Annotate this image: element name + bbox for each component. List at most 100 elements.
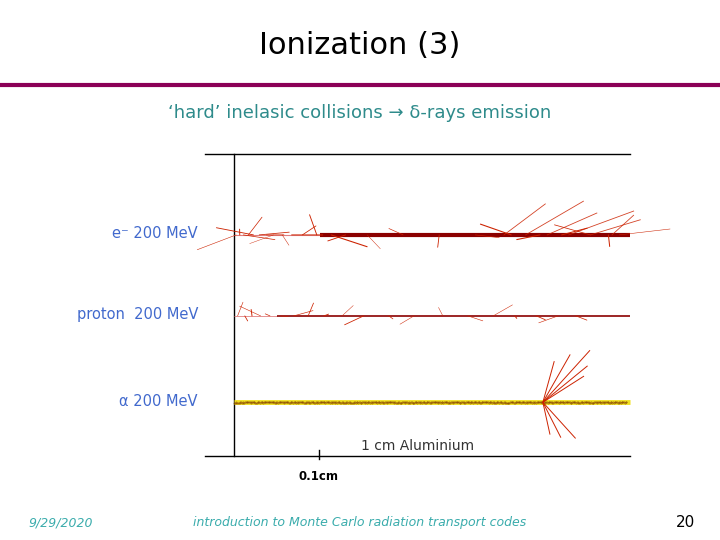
Point (302, 398, 313, 407)
Point (544, 397, 555, 406)
Point (600, 398, 612, 407)
Point (305, 398, 317, 407)
Point (303, 399, 315, 407)
Point (394, 399, 405, 407)
Point (538, 397, 549, 406)
Point (498, 399, 509, 407)
Point (282, 398, 294, 407)
Point (294, 398, 305, 407)
Point (438, 399, 449, 407)
Point (510, 397, 522, 406)
Point (377, 399, 388, 407)
Point (492, 398, 504, 407)
Point (509, 399, 521, 407)
Point (503, 399, 514, 407)
Point (524, 398, 536, 407)
Point (511, 398, 523, 407)
Point (351, 397, 362, 406)
Point (597, 398, 608, 407)
Point (532, 398, 544, 407)
Point (577, 398, 588, 407)
Point (621, 398, 632, 407)
Point (313, 399, 325, 407)
Point (535, 398, 546, 407)
Point (238, 399, 249, 407)
Point (323, 398, 334, 407)
Point (273, 398, 284, 407)
Point (261, 398, 272, 407)
Point (238, 399, 250, 407)
Point (433, 398, 444, 407)
Point (332, 397, 343, 406)
Point (229, 398, 240, 407)
Text: α 200 MeV: α 200 MeV (120, 394, 198, 409)
Point (426, 397, 438, 406)
Point (320, 399, 331, 407)
Point (506, 398, 518, 407)
Point (382, 397, 394, 406)
Point (299, 399, 310, 407)
Point (617, 398, 629, 407)
Point (319, 398, 330, 407)
Point (507, 398, 518, 407)
Point (240, 397, 251, 406)
Point (554, 398, 566, 407)
Point (464, 398, 475, 407)
Point (560, 397, 572, 406)
Point (582, 397, 593, 406)
Point (298, 399, 310, 407)
Point (467, 398, 478, 407)
Point (606, 397, 617, 406)
Point (513, 397, 524, 406)
Point (518, 398, 529, 407)
Point (602, 398, 613, 407)
Point (260, 398, 271, 407)
Point (462, 397, 474, 406)
Point (521, 399, 532, 407)
Point (387, 398, 398, 407)
Point (473, 397, 485, 406)
Point (344, 398, 356, 407)
Point (276, 397, 287, 406)
Point (381, 399, 392, 407)
Point (399, 397, 410, 406)
Point (307, 397, 319, 406)
Point (603, 398, 614, 407)
Point (265, 397, 276, 406)
Point (304, 397, 315, 406)
Point (550, 397, 562, 406)
Point (433, 397, 445, 406)
Point (325, 398, 337, 407)
Point (402, 398, 413, 407)
Point (408, 399, 419, 407)
Point (358, 398, 369, 407)
Point (258, 398, 270, 407)
Point (311, 398, 323, 407)
Point (364, 398, 375, 407)
Point (440, 397, 451, 406)
Point (620, 398, 631, 407)
Point (297, 398, 308, 407)
Point (499, 399, 510, 407)
Point (256, 397, 268, 406)
Point (398, 397, 410, 406)
Point (612, 399, 624, 407)
Point (372, 398, 383, 407)
Point (447, 398, 459, 407)
Point (243, 398, 255, 407)
Point (368, 398, 379, 407)
Point (382, 397, 393, 406)
Point (500, 398, 511, 407)
Point (492, 397, 503, 406)
Point (252, 398, 264, 407)
Point (502, 399, 513, 407)
Point (253, 398, 264, 407)
Point (427, 397, 438, 406)
Point (431, 397, 443, 406)
Point (421, 397, 433, 406)
Point (467, 398, 479, 407)
Point (436, 398, 448, 407)
Point (616, 397, 627, 406)
Point (257, 398, 269, 407)
Point (389, 397, 400, 406)
